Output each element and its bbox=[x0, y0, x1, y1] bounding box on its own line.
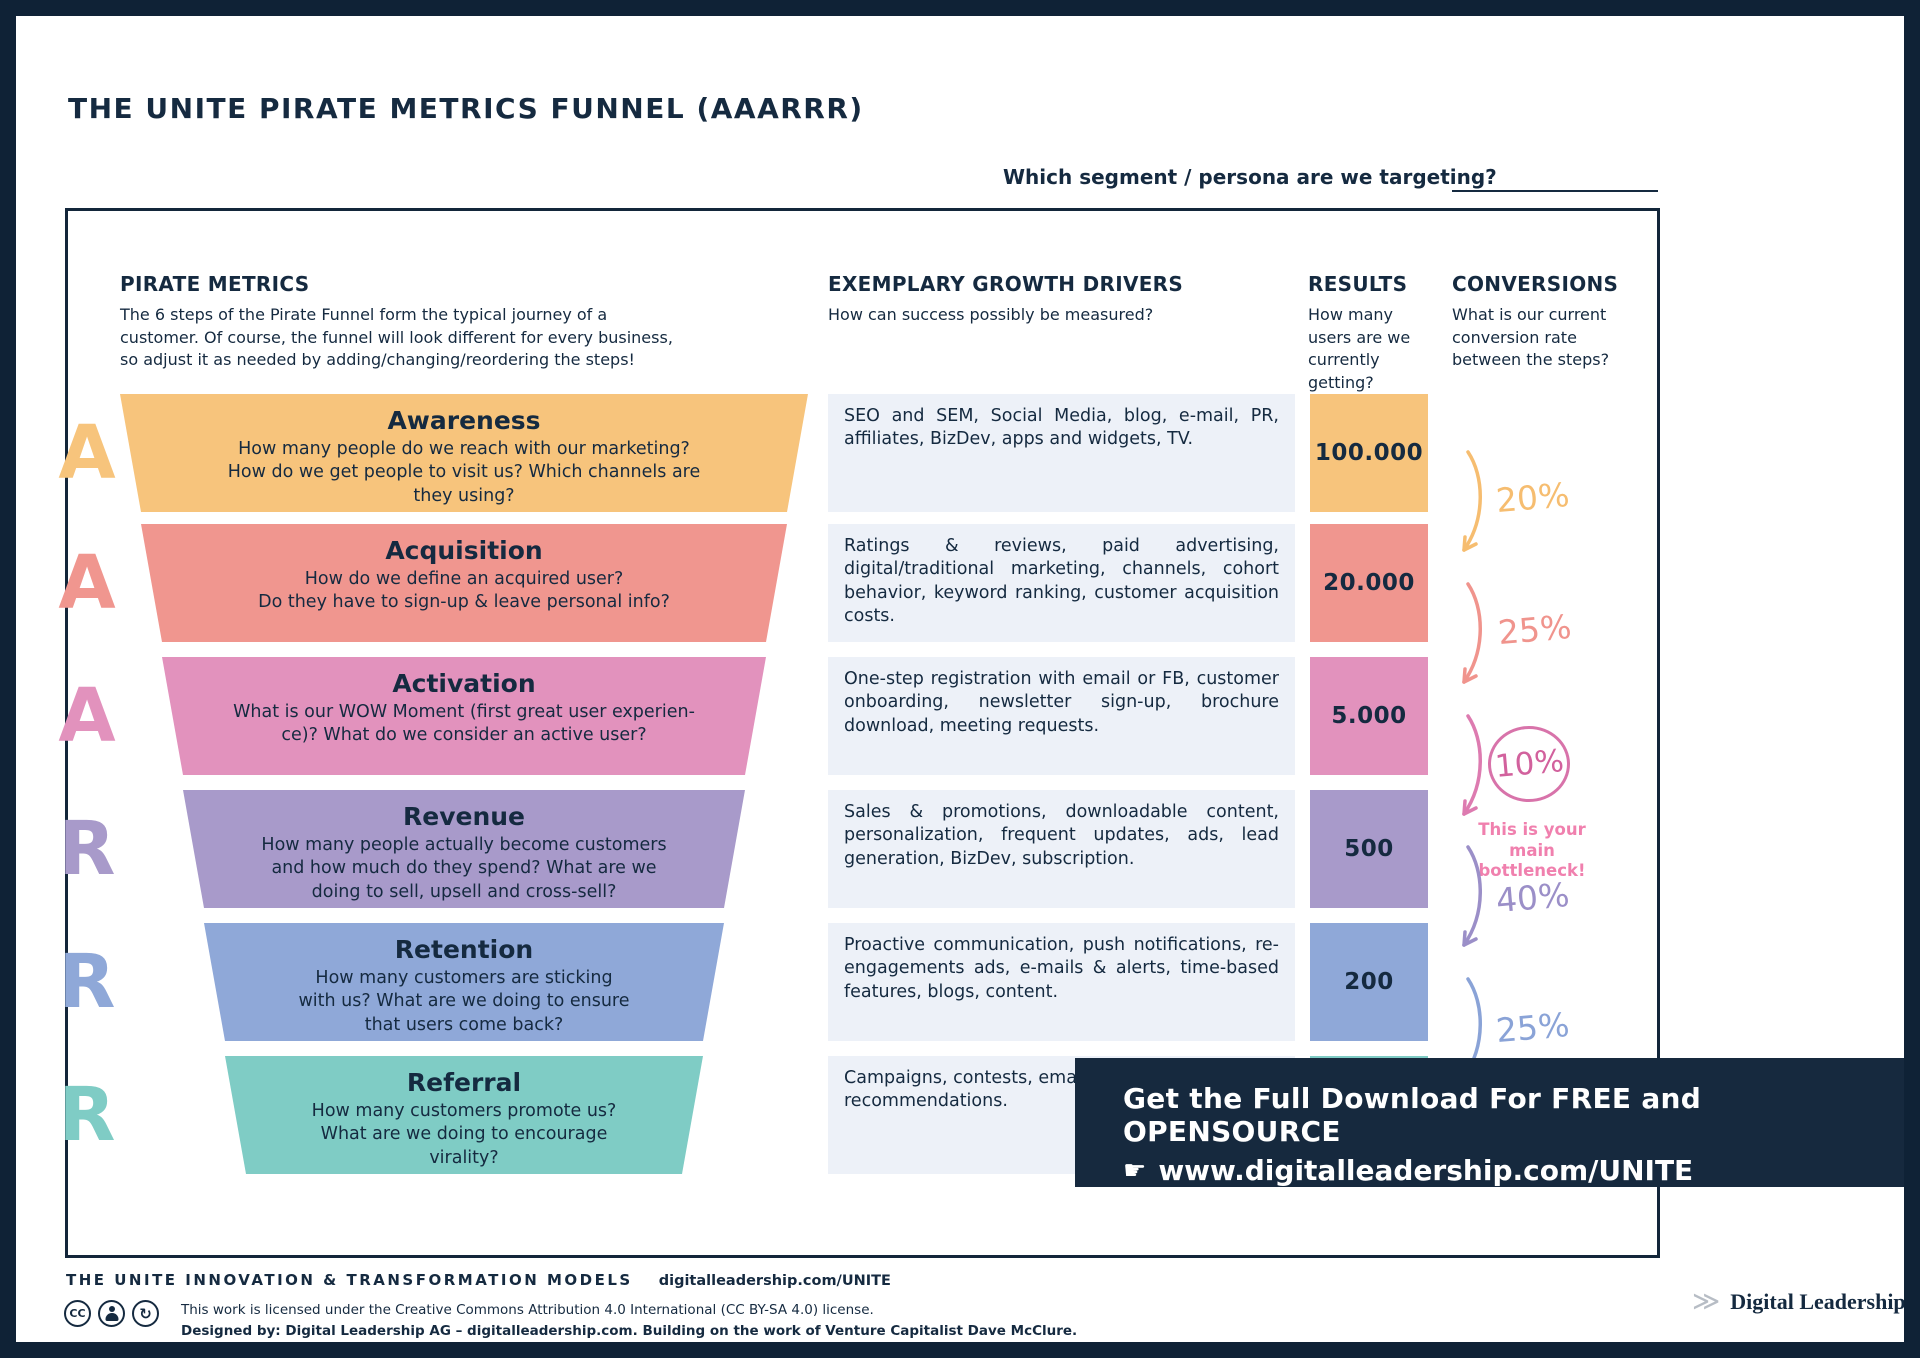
models-link[interactable]: digitalleadership.com/UNITE bbox=[658, 1273, 891, 1289]
step-title: Retention bbox=[394, 935, 534, 964]
funnel-letter-activation: A bbox=[58, 673, 116, 759]
conversion-arrow-1 bbox=[1462, 450, 1482, 552]
conversion-rate-3-circle: 10% bbox=[1488, 726, 1570, 802]
cc-icon: CC bbox=[64, 1300, 91, 1327]
metrics-heading: PIRATE METRICS bbox=[120, 272, 310, 296]
step-title: Awareness bbox=[387, 406, 541, 435]
funnel-step-referral: Referral How many customers promote us? … bbox=[225, 1056, 703, 1174]
step-title: Activation bbox=[392, 669, 536, 698]
drivers-heading: EXEMPLARY GROWTH DRIVERS bbox=[828, 272, 1184, 296]
step-question: How many people actually become customer… bbox=[261, 835, 667, 902]
step-question: How many customers promote us? What are … bbox=[311, 1101, 617, 1168]
funnel-letter-revenue: R bbox=[58, 806, 116, 892]
banner-headline: Get the Full Download For FREE and OPENS… bbox=[1123, 1082, 1702, 1148]
driver-retention: Proactive communication, push notificati… bbox=[828, 923, 1295, 1041]
funnel-letter-referral: R bbox=[58, 1072, 116, 1158]
conversion-arrow-2 bbox=[1462, 582, 1482, 684]
pointing-hand-icon: ☛ bbox=[1123, 1155, 1147, 1186]
conversion-arrow-4 bbox=[1462, 845, 1482, 947]
segment-fill-in-line[interactable] bbox=[1452, 160, 1658, 192]
result-revenue: 500 bbox=[1310, 790, 1428, 908]
step-question: How many people do we reach with our mar… bbox=[227, 439, 701, 506]
license-line-1: This work is licensed under the Creative… bbox=[181, 1302, 874, 1318]
download-banner: Get the Full Download For FREE and OPENS… bbox=[1075, 1058, 1920, 1187]
funnel-step-acquisition: Acquisition How do we define an acquired… bbox=[141, 524, 787, 642]
funnel-step-activation: Activation What is our WOW Moment (first… bbox=[162, 657, 766, 775]
step-question: How do we define an acquired user? Do th… bbox=[258, 569, 670, 613]
funnel-step-revenue: Revenue How many people actually become … bbox=[183, 790, 745, 908]
conversion-rate-5: 25% bbox=[1494, 1004, 1571, 1051]
step-title: Referral bbox=[406, 1068, 522, 1097]
conversions-description: What is our current conversion rate betw… bbox=[1452, 305, 1610, 370]
segment-question: Which segment / persona are we targeting… bbox=[1003, 165, 1497, 189]
step-title: Revenue bbox=[402, 802, 525, 831]
result-retention: 200 bbox=[1310, 923, 1428, 1041]
logo-chevron-icon: ≫ bbox=[1692, 1286, 1721, 1317]
funnel-letter-retention: R bbox=[58, 939, 116, 1025]
driver-activation: One-step registration with email or FB, … bbox=[828, 657, 1295, 775]
banner-link[interactable]: www.digitalleadership.com/UNITE bbox=[1158, 1154, 1694, 1187]
result-acquisition: 20.000 bbox=[1310, 524, 1428, 642]
funnel-letter-acquisition: A bbox=[58, 540, 116, 626]
driver-acquisition: Ratings & reviews, paid advertising, dig… bbox=[828, 524, 1295, 642]
driver-revenue: Sales & promotions, downloadable content… bbox=[828, 790, 1295, 908]
funnel-step-awareness: Awareness How many people do we reach wi… bbox=[120, 394, 808, 512]
logo-text: Digital Leadership bbox=[1730, 1288, 1906, 1314]
bottleneck-note: This is your main bottleneck! bbox=[1478, 820, 1586, 881]
funnel-step-retention: Retention How many customers are stickin… bbox=[204, 923, 724, 1041]
models-label: THE UNITE INNOVATION & TRANSFORMATION MO… bbox=[66, 1271, 633, 1289]
results-heading: RESULTS bbox=[1308, 272, 1408, 296]
result-awareness: 100.000 bbox=[1310, 394, 1428, 512]
step-title: Acquisition bbox=[385, 536, 543, 565]
conversion-rate-2: 25% bbox=[1496, 606, 1573, 653]
page-title: THE UNITE PIRATE METRICS FUNNEL (AAARRR) bbox=[68, 92, 864, 125]
license-line-2: Designed by: Digital Leadership AG – dig… bbox=[181, 1322, 1078, 1339]
funnel-letter-awareness: A bbox=[58, 410, 116, 496]
results-description: How many users are we currently getting? bbox=[1308, 305, 1411, 393]
conversion-rate-3: 10% bbox=[1493, 743, 1565, 785]
step-question: What is our WOW Moment (first great user… bbox=[233, 702, 695, 746]
metrics-description: The 6 steps of the Pirate Funnel form th… bbox=[120, 305, 673, 370]
license-text: This work is licensed under the Creative… bbox=[181, 1300, 1077, 1342]
conversion-arrow-3 bbox=[1462, 714, 1482, 816]
footer-models-row: THE UNITE INNOVATION & TRANSFORMATION MO… bbox=[66, 1271, 891, 1289]
conversions-heading: CONVERSIONS bbox=[1452, 272, 1619, 296]
conversion-rate-1: 20% bbox=[1494, 474, 1571, 521]
cc-sa-icon: ↻ bbox=[132, 1300, 159, 1327]
result-activation: 5.000 bbox=[1310, 657, 1428, 775]
cc-license-icons: CC ↻ bbox=[64, 1300, 159, 1327]
step-question: How many customers are sticking with us?… bbox=[298, 968, 630, 1035]
cc-by-person-icon bbox=[98, 1300, 125, 1327]
conversion-rate-4: 40% bbox=[1494, 874, 1571, 921]
drivers-description: How can success possibly be measured? bbox=[828, 305, 1154, 324]
digital-leadership-logo: ≫ Digital Leadership bbox=[1692, 1288, 1906, 1315]
driver-awareness: SEO and SEM, Social Media, blog, e-mail,… bbox=[828, 394, 1295, 512]
